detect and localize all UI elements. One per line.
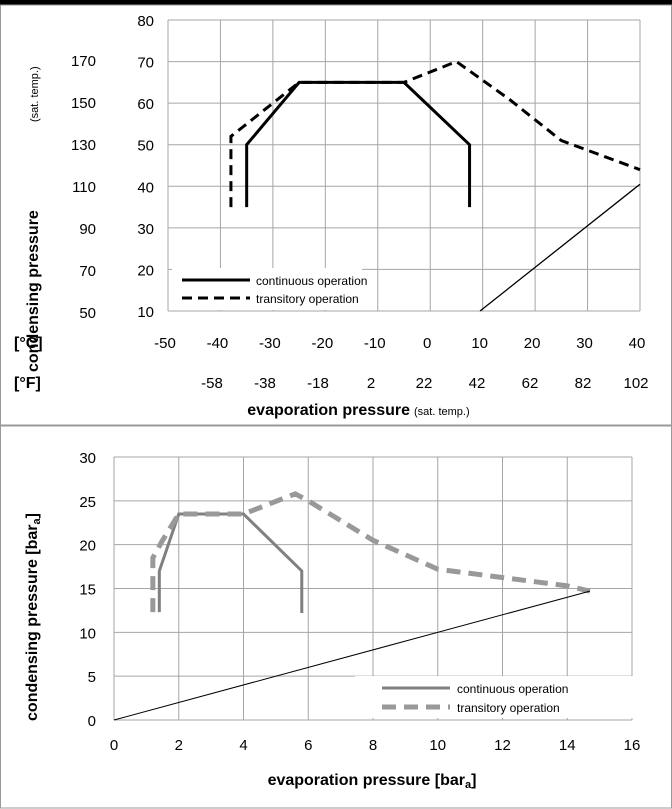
series-transitory-operation: [150, 491, 591, 613]
x-tick-label-celsius: -30: [259, 335, 281, 352]
x-tick-label: 10: [429, 737, 446, 754]
y-axis-note-top: (sat. temp.): [29, 66, 41, 122]
y-tick-label: 15: [79, 582, 96, 599]
y-tick-label-celsius: 40: [137, 179, 154, 196]
y-tick-label: 25: [79, 494, 96, 511]
unit-label-celsius: [°C]: [14, 335, 43, 352]
x-axis-note-top: (sat. temp.): [414, 406, 470, 418]
x-axis-label-top: evaporation pressure: [247, 402, 410, 419]
x-axis-label-bottom: evaporation pressure [bara]: [268, 772, 477, 791]
chart-bottom-legend: continuous operation transitory operatio…: [355, 676, 635, 718]
x-tick-label-celsius: -40: [207, 335, 229, 352]
chart-top-series: [229, 59, 641, 312]
x-tick-label-fahrenheit: -58: [201, 375, 223, 392]
chart-top-legend: continuous operation transitory operatio…: [172, 268, 367, 310]
chart-top: -50 -40 -30 -20 -10 0 10 20 30 40-58 -38 -18 2 22 42 62…: [14, 13, 649, 419]
y-tick-label-fahrenheit: 70: [79, 263, 96, 280]
x-tick-label-celsius: 10: [471, 335, 488, 352]
y-tick-label: 30: [79, 450, 96, 467]
x-tick-label: 2: [175, 737, 183, 754]
x-tick-label-fahrenheit: 2: [367, 375, 375, 392]
legend-top-bg: [172, 268, 362, 310]
y-tick-label-celsius: 80: [137, 13, 154, 30]
y-axis-label-bottom: condensing pressure [bara]: [24, 513, 43, 721]
x-tick-label-celsius: 40: [629, 335, 646, 352]
legend-top-label-continuous: continuous operation: [256, 274, 367, 288]
x-tick-label-fahrenheit: 42: [469, 375, 486, 392]
chart-top-grid: [167, 19, 641, 312]
unit-label-fahrenheit: [°F]: [14, 375, 41, 392]
x-tick-label: 14: [559, 737, 576, 754]
y-tick-label-fahrenheit: 50: [79, 305, 96, 322]
series-continuous-operation: [157, 512, 304, 614]
x-tick-label: 6: [304, 737, 312, 754]
y-tick-label-fahrenheit: 150: [71, 95, 96, 112]
series-reference-line: [113, 590, 591, 721]
chart-top-ticks: -50 -40 -30 -20 -10 0 10 20 30 40-58 -38 -18 2 22 42 62…: [71, 13, 649, 392]
y-tick-label-celsius: 60: [137, 96, 154, 113]
x-tick-label-celsius: 20: [524, 335, 541, 352]
y-tick-label-fahrenheit: 110: [72, 179, 96, 196]
y-tick-label-fahrenheit: 170: [71, 53, 96, 70]
y-tick-label-celsius: 20: [137, 262, 154, 279]
y-tick-label: 5: [88, 669, 96, 686]
x-tick-label-fahrenheit: 22: [416, 375, 433, 392]
x-tick-label-fahrenheit: 62: [522, 375, 539, 392]
top-panel-frame: [0, 4, 672, 426]
y-tick-label: 20: [79, 538, 96, 555]
x-tick-label: 4: [239, 737, 247, 754]
y-tick-label-celsius: 30: [137, 221, 154, 238]
y-tick-label-celsius: 50: [137, 138, 154, 155]
x-tick-label-celsius: -20: [311, 335, 333, 352]
y-tick-label-celsius: 10: [137, 304, 154, 321]
series-transitory-operation: [229, 59, 641, 208]
chart-bottom-series: [113, 491, 591, 721]
top-border: [0, 0, 672, 5]
x-tick-label: 8: [369, 737, 377, 754]
x-tick-label-fahrenheit: -18: [307, 375, 329, 392]
series-reference-line: [479, 183, 641, 312]
x-tick-label-celsius: 30: [576, 335, 593, 352]
x-tick-label: 16: [624, 737, 641, 754]
y-tick-label-fahrenheit: 90: [79, 221, 96, 238]
y-tick-label-fahrenheit: 130: [71, 137, 96, 154]
y-axis-label-top: condensing pressure: [25, 210, 42, 372]
x-tick-label-celsius: -50: [154, 335, 176, 352]
legend-top-label-transitory: transitory operation: [256, 292, 359, 306]
x-tick-label-fahrenheit: 82: [575, 375, 592, 392]
y-tick-label: 10: [79, 625, 96, 642]
x-tick-label: 0: [110, 737, 118, 754]
y-tick-label: 0: [88, 713, 96, 730]
y-tick-label-celsius: 70: [137, 55, 154, 72]
legend-bottom-label-continuous: continuous operation: [457, 682, 568, 696]
x-tick-label-celsius: 0: [423, 335, 431, 352]
legend-bottom-label-transitory: transitory operation: [457, 701, 560, 715]
chart-bottom-ticks: 0 2 4 6 8 10 12 14 16 0 5 10 15 20 25 30: [79, 450, 640, 754]
x-tick-label-fahrenheit: 102: [623, 375, 648, 392]
x-tick-label-celsius: -10: [364, 335, 386, 352]
chart-bottom: 0 2 4 6 8 10 12 14 16 0 5 10 15 20 25 30 continuous ope…: [24, 450, 640, 791]
legend-bottom-bg: [355, 676, 635, 718]
x-tick-label: 12: [494, 737, 511, 754]
x-tick-label-fahrenheit: -38: [254, 375, 276, 392]
